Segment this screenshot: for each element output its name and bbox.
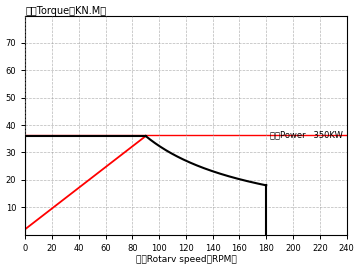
X-axis label: 转速Rotarv speed（RPM）: 转速Rotarv speed（RPM）	[135, 255, 236, 264]
Text: 功率Power   350KW: 功率Power 350KW	[270, 130, 343, 139]
Text: 扭矩Torque（KN.M）: 扭矩Torque（KN.M）	[25, 6, 106, 16]
